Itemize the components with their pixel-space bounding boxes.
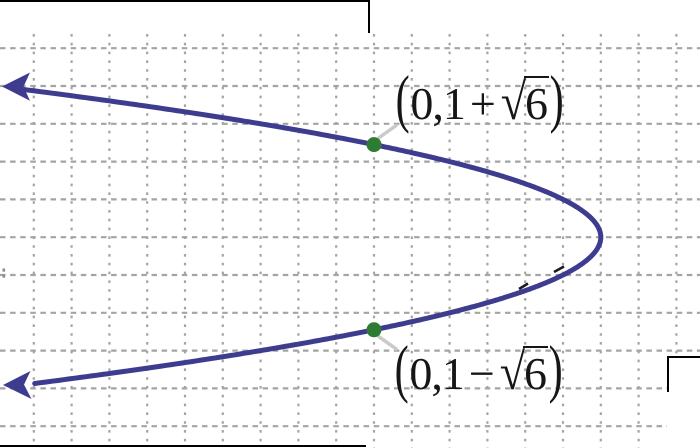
radicand: 6	[523, 346, 549, 399]
stray-colon-artifact	[2, 268, 6, 272]
arrowhead-upper	[2, 72, 30, 101]
label-leader-line	[377, 123, 398, 140]
parabola-curve-layer	[2, 72, 604, 399]
intercept-points-layer	[366, 123, 398, 351]
radical-sign: √	[500, 73, 526, 131]
radicand: 6	[524, 76, 550, 129]
y-intercept-point	[366, 322, 382, 338]
coords-prefix: 0,1	[410, 78, 465, 129]
minus-operator: −	[468, 348, 495, 399]
whiteout-top-band	[0, 0, 370, 33]
y-intercept-point	[366, 137, 382, 153]
open-paren: (	[395, 62, 410, 134]
plus-operator: +	[469, 78, 496, 129]
whiteout-bottom-strip	[0, 445, 366, 448]
label-upper-intercept: ( 0,1 + √6 )	[395, 64, 564, 134]
stray-colon-artifact	[2, 274, 6, 278]
close-paren: )	[548, 332, 563, 404]
dotted-grid	[0, 34, 700, 448]
coords-prefix: 0,1	[409, 348, 464, 399]
radical-sign: √	[499, 343, 525, 401]
open-paren: (	[394, 332, 409, 404]
label-leader-line	[377, 335, 398, 351]
arrowhead-lower	[3, 371, 32, 399]
curve-dash-artifact	[518, 282, 529, 291]
artifact-layer	[2, 265, 565, 291]
lower-label-expression: 0,1− √6	[409, 341, 549, 401]
label-lower-intercept: ( 0,1− √6 )	[394, 334, 563, 404]
whiteout-bottom-right-box	[667, 356, 700, 392]
whiteout-bottom-right-fill	[667, 392, 700, 448]
parabola-curve	[14, 86, 604, 386]
close-paren: )	[549, 62, 564, 134]
upper-label-expression: 0,1 + √6	[410, 71, 550, 131]
curve-dash-artifact	[553, 265, 565, 274]
